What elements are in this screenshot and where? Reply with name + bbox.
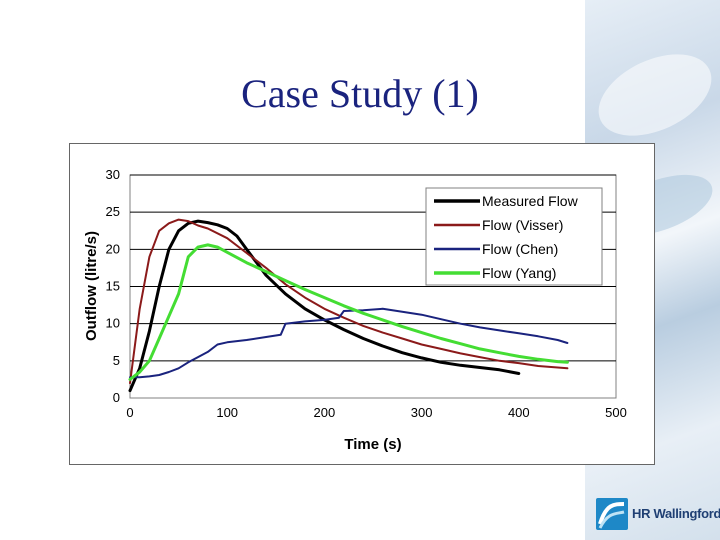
legend-items: Measured Flow Flow (Visser) Flow (Chen) Flo… xyxy=(434,193,579,281)
legend-label: Flow (Yang) xyxy=(482,265,556,281)
legend-label: Flow (Chen) xyxy=(482,241,558,257)
legend: Measured Flow Flow (Visser) Flow (Chen) Flo… xyxy=(425,187,603,286)
series-line-measured-flow xyxy=(128,219,521,393)
x-tick-label: 500 xyxy=(605,405,627,420)
logo-mark-icon xyxy=(596,498,628,530)
slide-title: Case Study (1) xyxy=(241,71,479,116)
y-tick-label: 5 xyxy=(113,353,120,368)
y-tick-label: 0 xyxy=(113,390,120,405)
series-line-flow-yang xyxy=(128,243,569,381)
x-tick-label: 0 xyxy=(126,405,133,420)
chart-frame: 0 5 10 15 20 25 30 0 100 200 300 400 500 Time (s) Ou… xyxy=(69,143,655,465)
x-axis-label: Time (s) xyxy=(344,436,401,453)
series-line-flow-chen xyxy=(129,307,569,379)
logo-text: HR Wallingford xyxy=(632,506,720,521)
y-tick-label: 15 xyxy=(106,279,120,294)
legend-label: Flow (Visser) xyxy=(482,217,563,233)
x-tick-label: 400 xyxy=(508,405,530,420)
series-lines xyxy=(128,218,569,393)
y-axis-label: Outflow (litre/s) xyxy=(83,231,100,341)
y-tick-label: 20 xyxy=(106,241,120,256)
x-tick-label: 100 xyxy=(216,405,238,420)
y-tick-label: 30 xyxy=(106,167,120,182)
legend-box xyxy=(425,187,603,286)
series-line-flow-visser xyxy=(129,218,569,385)
y-tick-label: 10 xyxy=(106,316,120,331)
y-tick-label: 25 xyxy=(106,204,120,219)
hr-wallingford-logo: HR Wallingford xyxy=(596,498,720,532)
x-tick-label: 200 xyxy=(314,405,336,420)
x-tick-label: 300 xyxy=(411,405,433,420)
legend-label: Measured Flow xyxy=(482,193,579,209)
